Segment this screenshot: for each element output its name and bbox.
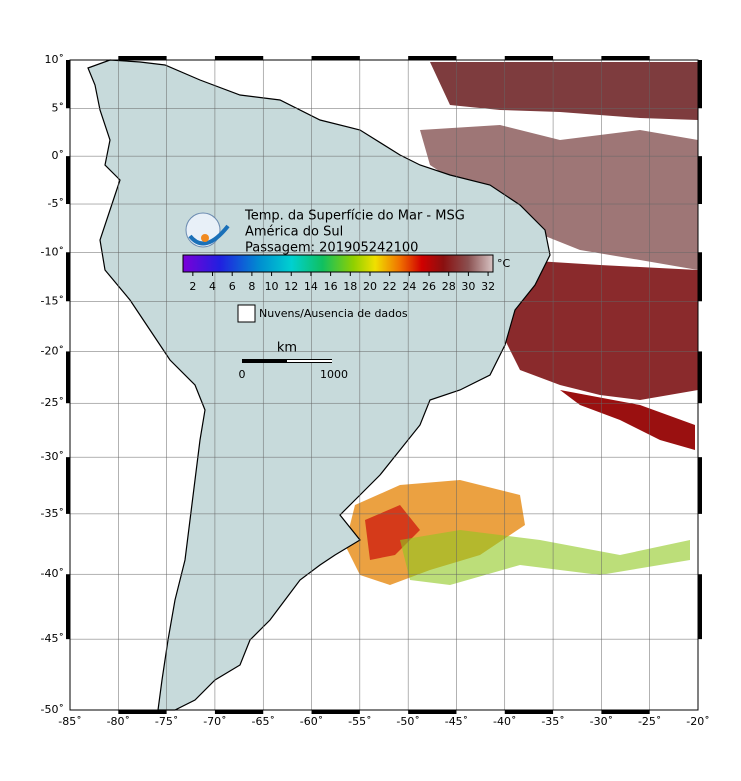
lat-label: -40˚: [41, 567, 64, 580]
frame-band: [698, 574, 702, 640]
lon-label: -55˚: [348, 715, 371, 728]
subtitle: América do Sul: [245, 225, 343, 240]
colorbar-tick-label: 16: [324, 280, 338, 293]
colorbar-tick-label: 14: [304, 280, 318, 293]
colorbar-tick-label: 24: [402, 280, 416, 293]
colorbar-tick-label: 8: [248, 280, 255, 293]
map-area: [69, 59, 699, 711]
sst-south-hot: [365, 505, 420, 560]
colorbar-tick-label: 18: [343, 280, 357, 293]
frame-band: [214, 56, 264, 60]
frame-band: [66, 574, 70, 640]
frame-band: [66, 252, 70, 302]
lon-label: -70˚: [203, 715, 226, 728]
lat-label: -25˚: [41, 396, 64, 409]
frame-band: [698, 252, 702, 302]
colorbar-tick-label: 22: [383, 280, 397, 293]
lat-label: -30˚: [41, 450, 64, 463]
lat-label: -15˚: [41, 294, 64, 307]
pass: Passagem: 201905242100: [245, 241, 418, 256]
frame-band: [311, 710, 360, 714]
frame-band: [214, 710, 264, 714]
cloud-legend-swatch: [237, 304, 256, 323]
frame-band: [66, 156, 70, 205]
lon-label: -45˚: [445, 715, 468, 728]
colorbar-tick-label: 4: [209, 280, 216, 293]
lat-label: -20˚: [41, 344, 64, 357]
lon-label: -80˚: [107, 715, 130, 728]
frame-band: [66, 60, 70, 109]
lat-label: -5˚: [48, 197, 64, 210]
frame-band: [698, 156, 702, 205]
lon-label: -35˚: [541, 715, 564, 728]
colorbar-tick-label: 20: [363, 280, 377, 293]
frame-band: [698, 60, 702, 109]
colorbar-unit: °C: [497, 257, 511, 270]
scale-bar-half: [287, 360, 332, 362]
lat-label: 5˚: [52, 101, 65, 114]
cloud-legend: Nuvens/Ausencia de dados: [259, 307, 408, 320]
frame-band: [118, 56, 167, 60]
lat-label: -45˚: [41, 632, 64, 645]
logo-sun: [201, 234, 209, 242]
logo-arc: [188, 224, 230, 246]
title: Temp. da Superfície do Mar - MSG: [244, 209, 465, 224]
colorbar: [182, 254, 494, 273]
frame-band: [408, 710, 457, 714]
lat-label: 0˚: [52, 149, 65, 162]
lon-label: -30˚: [590, 715, 613, 728]
lon-label: -40˚: [493, 715, 516, 728]
colorbar-tick-label: 30: [461, 280, 475, 293]
lon-label: -60˚: [300, 715, 323, 728]
frame-band: [311, 56, 360, 60]
sst-south-warm: [345, 480, 525, 585]
scale-end: 1000: [320, 368, 348, 381]
colorbar-tick-label: 6: [229, 280, 236, 293]
frame-band: [504, 56, 554, 60]
frame-band: [504, 710, 554, 714]
lon-label: -65˚: [251, 715, 274, 728]
frame-band: [66, 457, 70, 514]
sst-equatorial: [420, 125, 698, 270]
lat-label: -10˚: [41, 245, 64, 258]
lon-label: -50˚: [396, 715, 419, 728]
lon-label: -25˚: [638, 715, 661, 728]
lat-label: -35˚: [41, 507, 64, 520]
colorbar-tick-label: 26: [422, 280, 436, 293]
lat-label: -50˚: [41, 703, 64, 716]
frame-band: [698, 457, 702, 514]
frame-band: [118, 710, 167, 714]
lat-label: 10˚: [45, 53, 65, 66]
scale-start: 0: [239, 368, 246, 381]
legend-box: Temp. da Superfície do Mar - MSG América…: [182, 209, 511, 381]
colorbar-tick-label: 28: [442, 280, 456, 293]
sst-subtropical: [560, 390, 695, 450]
sst-north: [430, 62, 698, 120]
sst-south-cool: [400, 530, 690, 585]
colorbar-tick-label: 12: [284, 280, 298, 293]
frame-band: [601, 56, 650, 60]
frame-band: [601, 710, 650, 714]
colorbar-tick-label: 2: [189, 280, 196, 293]
frame-band: [408, 56, 457, 60]
scale-unit: km: [277, 341, 297, 356]
lon-label: -20˚: [686, 715, 709, 728]
lon-label: -75˚: [155, 715, 178, 728]
frame-band: [66, 351, 70, 404]
colorbar-tick-label: 32: [481, 280, 495, 293]
colorbar-tick-label: 10: [265, 280, 279, 293]
lon-label: -85˚: [58, 715, 81, 728]
colorbar-ticks: 2 4 6 8 10 12 14 16 18 20 22 24 26 28 30 32: [189, 272, 495, 293]
frame-band: [698, 351, 702, 404]
